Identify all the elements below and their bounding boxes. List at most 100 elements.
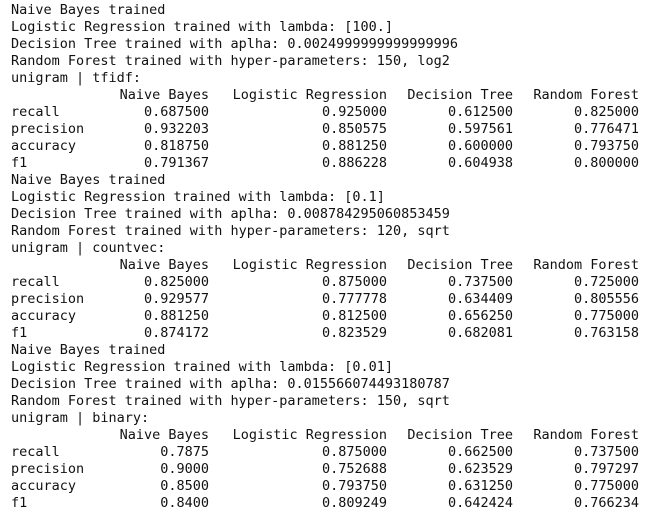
row-label: recall bbox=[11, 274, 60, 290]
table-cell: 0.612500 bbox=[447, 104, 513, 120]
table-cell: 0.775000 bbox=[573, 478, 639, 494]
table-title: unigram | tfidf: bbox=[11, 70, 142, 86]
table-row: accuracy 0.8500 0.793750 0.631250 0.7750… bbox=[11, 478, 641, 495]
table-cell: 0.881250 bbox=[143, 308, 209, 324]
table-cell: 0.642424 bbox=[447, 495, 513, 511]
table-cell: 0.825000 bbox=[143, 274, 209, 290]
table-cell: 0.925000 bbox=[321, 104, 387, 120]
table-cell: 0.875000 bbox=[321, 274, 387, 290]
log-line: Decision Tree trained with aplha: 0.0155… bbox=[11, 376, 450, 392]
table-cell: 0.791367 bbox=[143, 155, 209, 171]
table-cell: 0.793750 bbox=[321, 478, 387, 494]
header-cell: Logistic Regression bbox=[232, 257, 387, 273]
table-cell: 0.737500 bbox=[573, 444, 639, 460]
row-label: recall bbox=[11, 104, 60, 120]
table-cell: 0.797297 bbox=[573, 461, 639, 477]
table-cell: 0.775000 bbox=[573, 308, 639, 324]
table-cell: 0.793750 bbox=[573, 138, 639, 154]
table-cell: 0.662500 bbox=[447, 444, 513, 460]
table-cell: 0.776471 bbox=[573, 121, 639, 137]
table-cell: 0.737500 bbox=[447, 274, 513, 290]
log-line: Logistic Regression trained with lambda:… bbox=[11, 359, 394, 375]
row-label: accuracy bbox=[11, 308, 77, 324]
table-cell: 0.631250 bbox=[447, 478, 513, 494]
log-line: Naive Bayes trained bbox=[11, 342, 166, 358]
table-cell: 0.8500 bbox=[160, 478, 209, 494]
output-block: Naive Bayes trained Logistic Regression … bbox=[11, 342, 641, 512]
table-cell: 0.634409 bbox=[447, 291, 513, 307]
table-cell: 0.823529 bbox=[321, 325, 387, 341]
table-cell: 0.874172 bbox=[143, 325, 209, 341]
row-label: accuracy bbox=[11, 138, 77, 154]
table-cell: 0.604938 bbox=[447, 155, 513, 171]
header-cell bbox=[11, 257, 103, 274]
log-line: Logistic Regression trained with lambda:… bbox=[11, 189, 385, 205]
table-cell: 0.766234 bbox=[573, 495, 639, 511]
table-cell: 0.600000 bbox=[447, 138, 513, 154]
table-cell: 0.687500 bbox=[143, 104, 209, 120]
header-cell: Random Forest bbox=[533, 87, 639, 103]
table-cell: 0.812500 bbox=[321, 308, 387, 324]
header-cell: Naive Bayes bbox=[119, 87, 209, 103]
table-cell: 0.597561 bbox=[447, 121, 513, 137]
table-row: accuracy 0.881250 0.812500 0.656250 0.77… bbox=[11, 308, 641, 325]
table-cell: 0.818750 bbox=[143, 138, 209, 154]
row-label: recall bbox=[11, 444, 60, 460]
table-row: f1 0.8400 0.809249 0.642424 0.766234 bbox=[11, 495, 641, 512]
table-title: unigram | countvec: bbox=[11, 240, 166, 256]
header-cell: Naive Bayes bbox=[119, 257, 209, 273]
header-cell: Logistic Regression bbox=[232, 427, 387, 443]
console-output: Naive Bayes trained Logistic Regression … bbox=[11, 2, 641, 512]
table-cell: 0.8400 bbox=[160, 495, 209, 511]
table-title: unigram | binary: bbox=[11, 410, 150, 426]
row-label: precision bbox=[11, 121, 85, 137]
table-cell: 0.752688 bbox=[321, 461, 387, 477]
table-cell: 0.929577 bbox=[143, 291, 209, 307]
table-row: precision 0.9000 0.752688 0.623529 0.797… bbox=[11, 461, 641, 478]
table-cell: 0.763158 bbox=[573, 325, 639, 341]
log-line: Decision Tree trained with aplha: 0.0087… bbox=[11, 206, 450, 222]
table-cell: 0.725000 bbox=[573, 274, 639, 290]
row-label: precision bbox=[11, 291, 85, 307]
table-cell: 0.777778 bbox=[321, 291, 387, 307]
table-header: Naive Bayes Logistic Regression Decision… bbox=[11, 87, 641, 104]
table-cell: 0.850575 bbox=[321, 121, 387, 137]
header-cell: Logistic Regression bbox=[232, 87, 387, 103]
table-row: f1 0.791367 0.886228 0.604938 0.800000 bbox=[11, 155, 641, 172]
table-cell: 0.805556 bbox=[573, 291, 639, 307]
log-line: Random Forest trained with hyper-paramet… bbox=[11, 53, 450, 69]
header-cell: Decision Tree bbox=[407, 257, 513, 273]
table-row: precision 0.929577 0.777778 0.634409 0.8… bbox=[11, 291, 641, 308]
log-line: Naive Bayes trained bbox=[11, 172, 166, 188]
header-cell bbox=[11, 427, 103, 444]
table-cell: 0.825000 bbox=[573, 104, 639, 120]
row-label: f1 bbox=[11, 495, 28, 511]
header-cell: Random Forest bbox=[533, 427, 639, 443]
table-cell: 0.7875 bbox=[160, 444, 209, 460]
log-line: Decision Tree trained with aplha: 0.0024… bbox=[11, 36, 459, 52]
row-label: precision bbox=[11, 461, 85, 477]
header-cell: Decision Tree bbox=[407, 87, 513, 103]
header-cell: Random Forest bbox=[533, 257, 639, 273]
table-row: recall 0.825000 0.875000 0.737500 0.7250… bbox=[11, 274, 641, 291]
table-row: f1 0.874172 0.823529 0.682081 0.763158 bbox=[11, 325, 641, 342]
table-cell: 0.800000 bbox=[573, 155, 639, 171]
table-cell: 0.656250 bbox=[447, 308, 513, 324]
table-cell: 0.682081 bbox=[447, 325, 513, 341]
log-line: Logistic Regression trained with lambda:… bbox=[11, 19, 394, 35]
log-line: Random Forest trained with hyper-paramet… bbox=[11, 393, 450, 409]
table-cell: 0.809249 bbox=[321, 495, 387, 511]
output-block: Naive Bayes trained Logistic Regression … bbox=[11, 2, 641, 172]
table-cell: 0.932203 bbox=[143, 121, 209, 137]
log-line: Random Forest trained with hyper-paramet… bbox=[11, 223, 450, 239]
table-row: precision 0.932203 0.850575 0.597561 0.7… bbox=[11, 121, 641, 138]
row-label: accuracy bbox=[11, 478, 77, 494]
table-header: Naive Bayes Logistic Regression Decision… bbox=[11, 257, 641, 274]
row-label: f1 bbox=[11, 325, 28, 341]
table-cell: 0.886228 bbox=[321, 155, 387, 171]
table-cell: 0.881250 bbox=[321, 138, 387, 154]
table-cell: 0.623529 bbox=[447, 461, 513, 477]
table-header: Naive Bayes Logistic Regression Decision… bbox=[11, 427, 641, 444]
log-line: Naive Bayes trained bbox=[11, 2, 166, 18]
header-cell bbox=[11, 87, 103, 104]
